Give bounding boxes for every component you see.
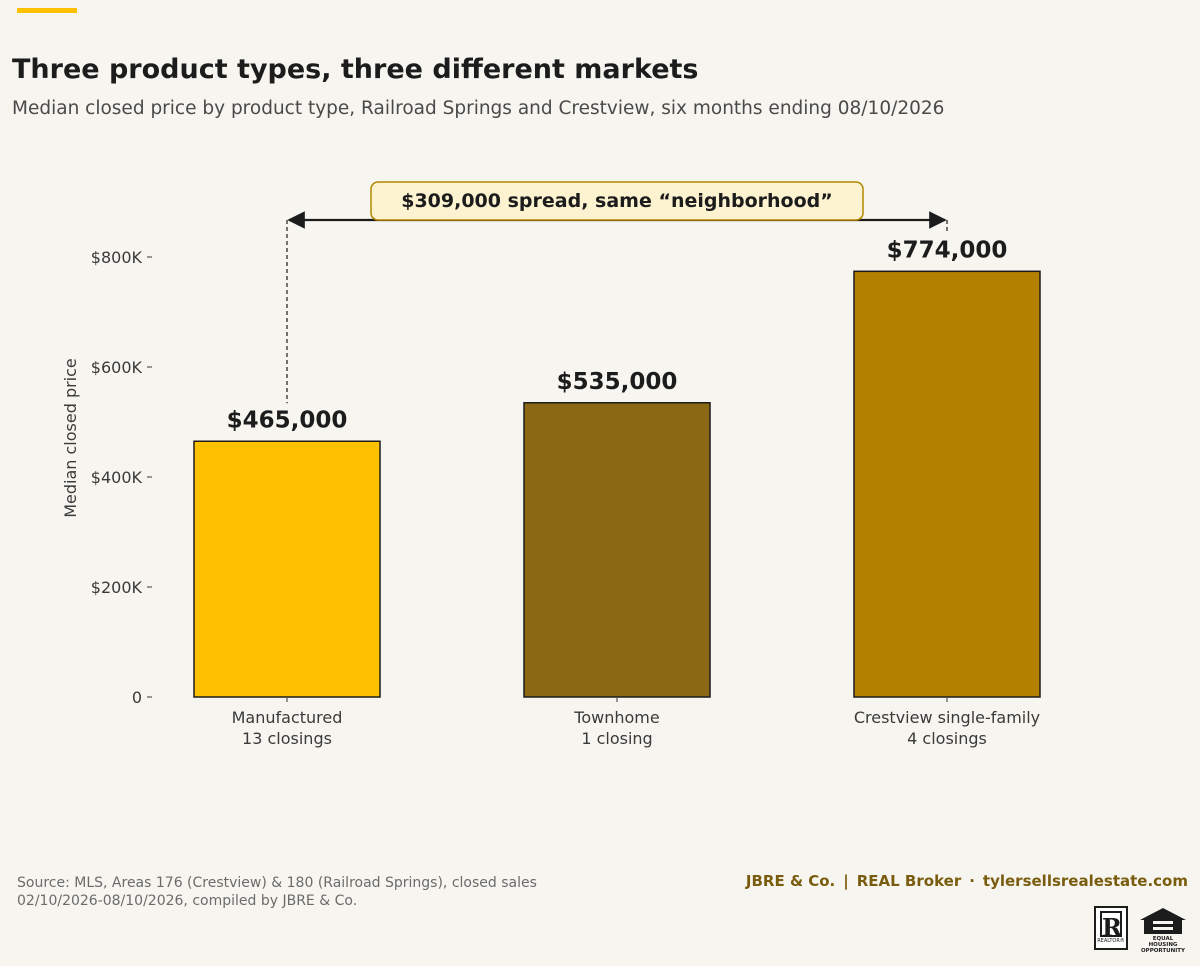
x-tick-sublabel: 13 closings	[242, 729, 332, 748]
compliance-logos: R REALTOR® EQUAL HOUSING OPPORTUNITY	[1094, 906, 1188, 954]
x-tick-label: Townhome	[573, 708, 659, 727]
annotation-box	[370, 181, 864, 221]
realtor-mark: R	[1100, 911, 1122, 942]
bars-group: $465,000 Manufactured 13 closings $535,000 T…	[193, 237, 1041, 748]
bar	[523, 402, 711, 698]
bar-value-label: $465,000	[227, 407, 348, 433]
source-note: Source: MLS, Areas 176 (Crestview) & 180…	[17, 874, 537, 910]
bar-value-label: $774,000	[887, 237, 1008, 263]
y-tick-label: $600K	[91, 358, 143, 377]
eho-text-1: EQUAL HOUSING	[1148, 936, 1178, 948]
y-tick-label: $800K	[91, 248, 143, 267]
bar-value-label: $535,000	[557, 369, 678, 395]
y-tick-label: $200K	[91, 578, 143, 597]
brand-name: JBRE & Co.	[745, 872, 836, 890]
y-tick-label: $400K	[91, 468, 143, 487]
y-axis-label: Median closed price	[61, 358, 80, 518]
annotation-text: $309,000 spread, same “neighborhood”	[401, 190, 833, 212]
source-line-2: 02/10/2026-08/10/2026, compiled by JBRE …	[17, 893, 358, 909]
source-line-1: Source: MLS, Areas 176 (Crestview) & 180…	[17, 875, 537, 891]
y-axis: 0 $200K $400K $600K $800K	[91, 248, 152, 707]
house-icon	[1140, 908, 1186, 934]
spread-annotation: $309,000 spread, same “neighborhood”	[286, 181, 948, 404]
realtor-text: REALTOR®	[1097, 938, 1125, 944]
eho-text-2: OPPORTUNITY	[1140, 948, 1185, 954]
equal-housing-logo-icon: EQUAL HOUSING OPPORTUNITY	[1138, 906, 1188, 954]
bar	[853, 270, 1041, 698]
bar-chart: 0 $200K $400K $600K $800K Median closed pric…	[61, 181, 1041, 748]
x-tick-sublabel: 4 closings	[907, 729, 987, 748]
bar	[193, 440, 381, 698]
x-tick-sublabel: 1 closing	[581, 729, 652, 748]
chart-title: Three product types, three different mar…	[12, 54, 699, 85]
brokerage-name: REAL Broker	[856, 872, 962, 890]
x-tick-label: Manufactured	[232, 708, 343, 727]
x-tick-label: Crestview single-family	[854, 708, 1040, 727]
chart-subtitle: Median closed price by product type, Rai…	[12, 98, 945, 119]
website-link[interactable]: tylersellsrealestate.com	[982, 872, 1188, 890]
y-tick-label: 0	[132, 688, 142, 707]
brand-line: JBRE & Co. | REAL Broker · tylersellsrealest…	[745, 872, 1188, 890]
realtor-logo-icon: R REALTOR®	[1094, 906, 1128, 950]
accent-bar	[17, 8, 77, 13]
